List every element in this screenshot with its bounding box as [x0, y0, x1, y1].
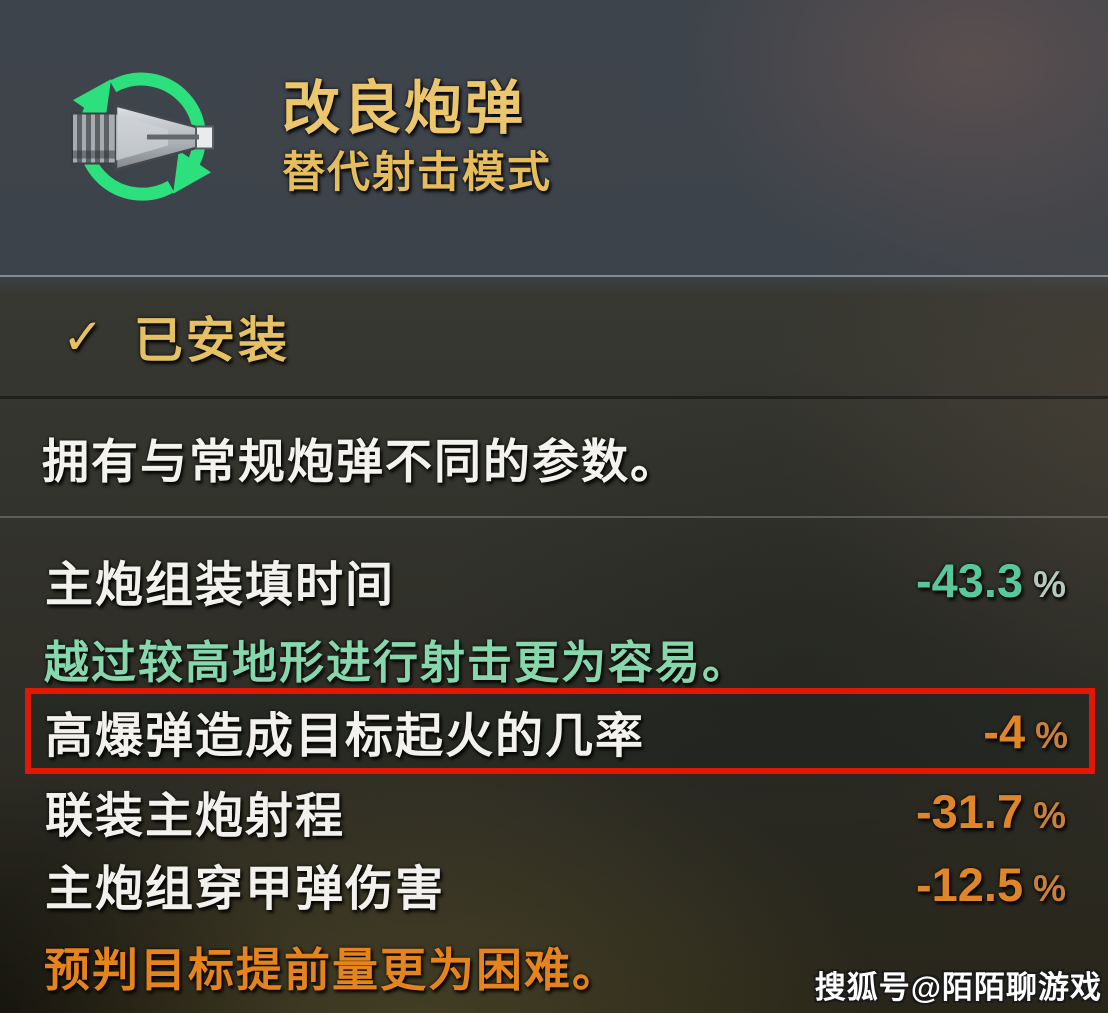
percent-sign: %	[1033, 867, 1066, 909]
module-title: 改良炮弹	[282, 75, 527, 141]
stat-row-reload-time: 主炮组装填时间 -43.3 %	[0, 518, 1108, 628]
module-description: 拥有与常规炮弹不同的参数。	[0, 399, 1108, 518]
stat-value: -31.7 %	[915, 784, 1066, 838]
stat-row-ap-damage: 主炮组穿甲弹伤害 -12.5 %	[0, 848, 1108, 920]
stat-note-positive: 越过较高地形进行射击更为容易。	[44, 636, 750, 688]
stat-label: 主炮组装填时间	[45, 559, 396, 612]
installed-status: ✓ 已安装	[0, 277, 1108, 399]
stat-row-fire-chance-highlighted: 高爆弹造成目标起火的几率 -4 %	[25, 688, 1095, 774]
stats-list: 主炮组装填时间 -43.3 % 越过较高地形进行射击更为容易。 高爆弹造成目标起…	[0, 518, 1108, 1013]
title-block: 改良炮弹 替代射击模式	[282, 75, 552, 198]
stat-label: 主炮组穿甲弹伤害	[45, 863, 446, 916]
percent-sign: %	[1033, 794, 1066, 836]
stat-value: -12.5 %	[915, 857, 1066, 911]
module-header: 改良炮弹 替代射击模式	[0, 0, 1108, 277]
shell-cycle-icon[interactable]	[50, 49, 240, 227]
stat-label: 联装主炮射程	[45, 790, 346, 843]
stat-row-firing-range: 联装主炮射程 -31.7 %	[0, 774, 1108, 848]
percent-sign: %	[1033, 563, 1066, 605]
stat-value: -43.3 %	[915, 553, 1066, 607]
module-subtitle: 替代射击模式	[282, 148, 552, 197]
stat-value: -4 %	[983, 704, 1068, 758]
stat-label: 高爆弹造成目标起火的几率	[45, 710, 646, 763]
stat-note-negative: 预判目标提前量更为困难。	[44, 943, 620, 996]
installed-label: 已安装	[133, 314, 290, 368]
description-text: 拥有与常规炮弹不同的参数。	[42, 435, 679, 488]
watermark: 搜狐号@陌陌聊游戏	[814, 970, 1102, 1005]
check-icon: ✓	[62, 308, 104, 365]
percent-sign: %	[1035, 714, 1068, 756]
